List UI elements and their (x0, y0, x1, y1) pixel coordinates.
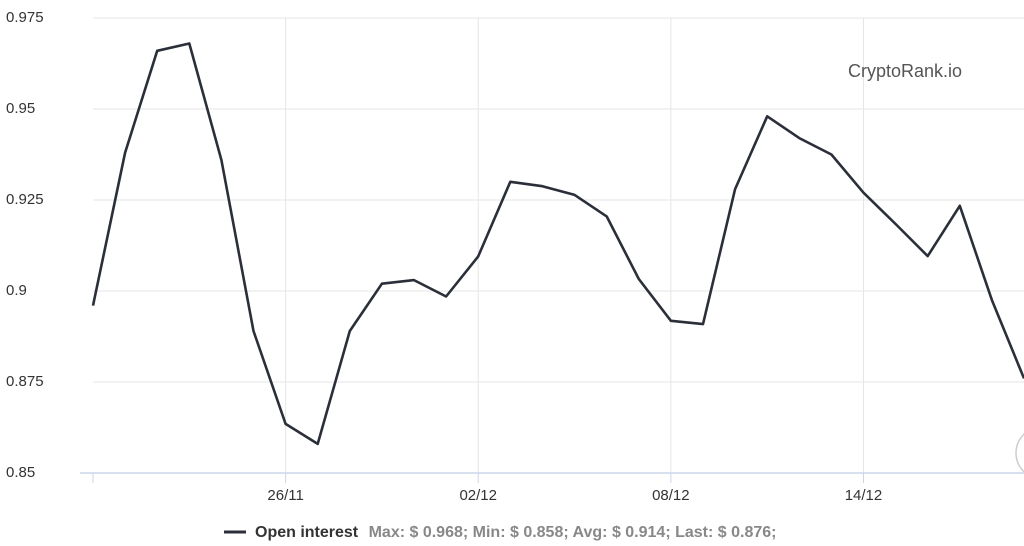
legend-series-name: Open interest (255, 524, 359, 541)
plot: 0.85 0.875 0.9 0.925 0.95 0.975 26/11 02/12 08/1… (6, 9, 1024, 504)
y-tick-label: 0.95 (6, 100, 35, 117)
legend-text: Open interest Max: $ 0.968; Min: $ 0.858… (255, 524, 776, 541)
y-tick-label: 0.85 (6, 464, 35, 481)
legend: Open interest Max: $ 0.968; Min: $ 0.858… (224, 524, 776, 541)
x-tick-label: 02/12 (459, 487, 497, 504)
x-tick-label: 08/12 (652, 487, 690, 504)
y-tick-label: 0.975 (6, 9, 44, 26)
x-tick-label: 14/12 (845, 487, 883, 504)
y-tick-label: 0.875 (6, 373, 44, 390)
legend-note: Max: $ 0.968; Min: $ 0.858; Avg: $ 0.914… (369, 524, 777, 541)
y-tick-label: 0.925 (6, 191, 44, 208)
y-tick-label: 0.9 (6, 282, 27, 299)
scroll-button[interactable] (1015, 427, 1024, 479)
x-tick-label: 26/11 (267, 487, 303, 504)
watermark: CryptoRank.io (848, 61, 962, 81)
series-line (91, 42, 1024, 446)
